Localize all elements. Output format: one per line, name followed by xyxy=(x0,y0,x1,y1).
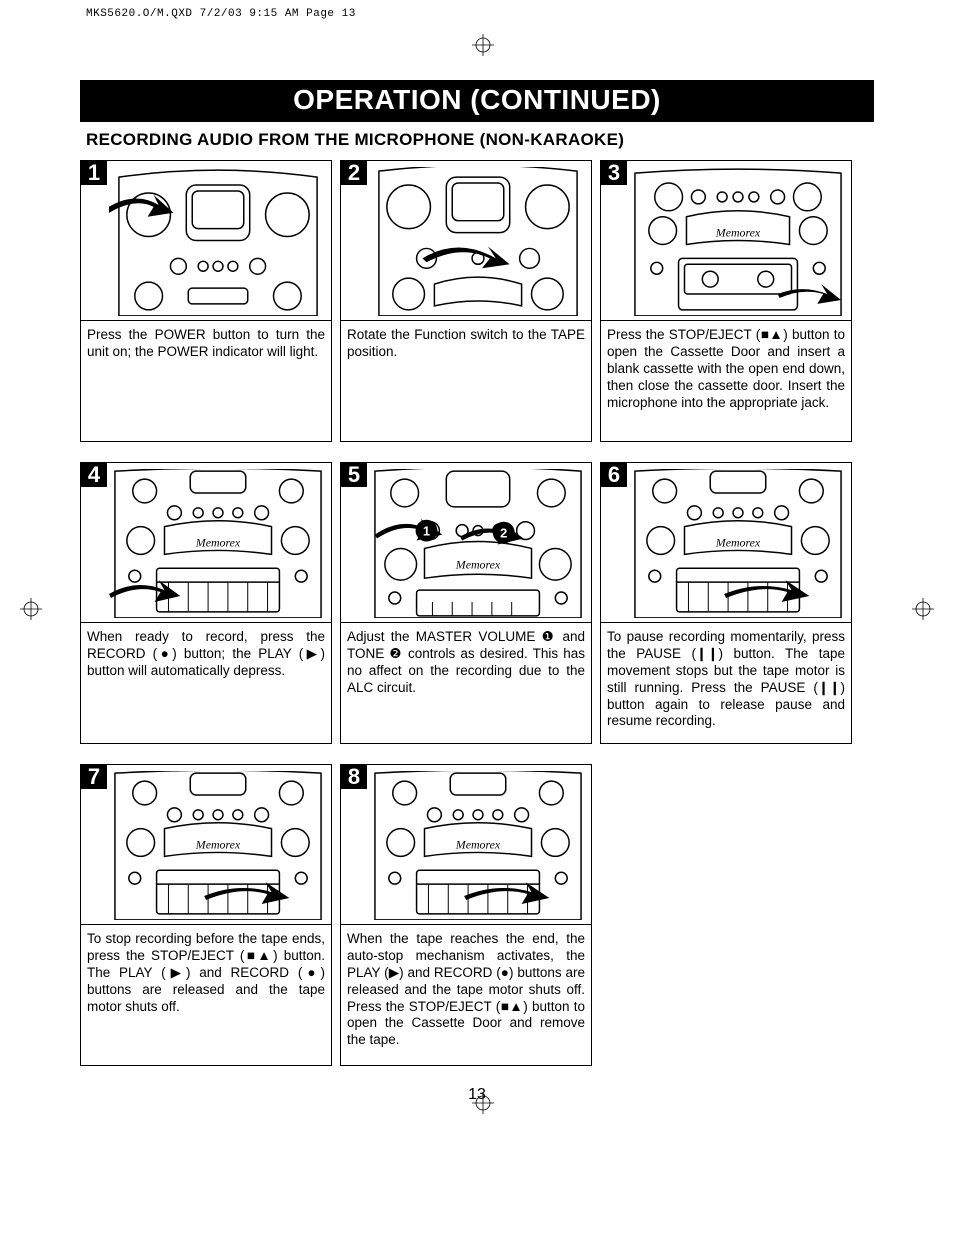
step-card-5: 5 Memorex xyxy=(340,462,592,744)
device-lineart: Memorex xyxy=(629,167,847,316)
step-illustration: 6 Memorex xyxy=(601,463,851,623)
page-number: 13 xyxy=(80,1086,874,1104)
step-number: 1 xyxy=(81,161,107,185)
section-subtitle: RECORDING AUDIO FROM THE MICROPHONE (NON… xyxy=(80,122,874,160)
step-row-1: 1 P xyxy=(80,160,874,442)
page-title-bar: OPERATION (CONTINUED) xyxy=(80,80,874,122)
registration-mark-right xyxy=(912,598,934,620)
step-caption: To stop recording before the tape ends, … xyxy=(81,925,331,1065)
step-card-7: 7 Memorex xyxy=(80,764,332,1066)
registration-mark-left xyxy=(20,598,42,620)
step-card-4: 4 Memorex xyxy=(80,462,332,744)
step-illustration: 5 Memorex xyxy=(341,463,591,623)
step-row-3: 7 Memorex xyxy=(80,764,874,1066)
svg-text:Memorex: Memorex xyxy=(195,535,241,549)
step-card-2: 2 R xyxy=(340,160,592,442)
step-illustration: 2 xyxy=(341,161,591,321)
step-caption: When the tape reaches the end, the auto-… xyxy=(341,925,591,1065)
crop-header: MKS5620.O/M.QXD 7/2/03 9:15 AM Page 13 xyxy=(80,0,874,20)
step-number: 4 xyxy=(81,463,107,487)
step-caption: Press the STOP/EJECT (■▲) button to open… xyxy=(601,321,851,441)
svg-text:Memorex: Memorex xyxy=(715,226,761,240)
step-illustration: 7 Memorex xyxy=(81,765,331,925)
manual-page: MKS5620.O/M.QXD 7/2/03 9:15 AM Page 13 O… xyxy=(0,0,954,1144)
device-lineart: Memorex xyxy=(109,771,327,920)
step-number: 7 xyxy=(81,765,107,789)
step-caption: To pause recording momentarily, press th… xyxy=(601,623,851,743)
step-number: 5 xyxy=(341,463,367,487)
step-illustration: 4 Memorex xyxy=(81,463,331,623)
step-row-2: 4 Memorex xyxy=(80,462,874,744)
device-lineart: Memorex xyxy=(369,771,587,920)
step-number: 2 xyxy=(341,161,367,185)
device-lineart: Memorex xyxy=(629,469,847,618)
device-lineart xyxy=(109,167,327,316)
step-card-1: 1 P xyxy=(80,160,332,442)
registration-mark-top xyxy=(472,34,494,56)
svg-text:Memorex: Memorex xyxy=(455,557,501,571)
svg-text:Memorex: Memorex xyxy=(455,837,501,851)
device-lineart: Memorex 1 2 xyxy=(369,469,587,618)
svg-text:Memorex: Memorex xyxy=(195,837,241,851)
step-card-8: 8 Memorex xyxy=(340,764,592,1066)
step-caption: Adjust the MASTER VOLUME ❶ and TONE ❷ co… xyxy=(341,623,591,743)
step-caption: Press the POWER button to turn the unit … xyxy=(81,321,331,441)
device-lineart: Memorex xyxy=(109,469,327,618)
step-illustration: 8 Memorex xyxy=(341,765,591,925)
svg-text:2: 2 xyxy=(500,526,507,541)
step-number: 6 xyxy=(601,463,627,487)
step-card-3: 3 Memorex xyxy=(600,160,852,442)
step-number: 8 xyxy=(341,765,367,789)
svg-text:1: 1 xyxy=(423,524,430,539)
step-card-6: 6 Memorex xyxy=(600,462,852,744)
step-caption: Rotate the Function switch to the TAPE p… xyxy=(341,321,591,441)
device-lineart xyxy=(369,167,587,316)
step-illustration: 1 xyxy=(81,161,331,321)
svg-text:Memorex: Memorex xyxy=(715,535,761,549)
step-illustration: 3 Memorex xyxy=(601,161,851,321)
step-caption: When ready to record, press the RECORD (… xyxy=(81,623,331,743)
step-number: 3 xyxy=(601,161,627,185)
